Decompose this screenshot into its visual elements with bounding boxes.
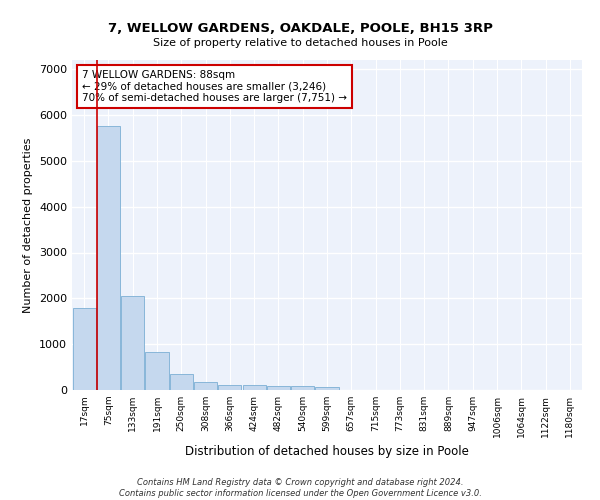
Bar [97, 126, 120, 390]
Bar [73, 308, 95, 390]
Bar [170, 374, 193, 390]
Bar [121, 296, 144, 390]
Bar [242, 386, 266, 390]
Bar [194, 382, 217, 390]
Text: 7 WELLOW GARDENS: 88sqm
← 29% of detached houses are smaller (3,246)
70% of semi: 7 WELLOW GARDENS: 88sqm ← 29% of detache… [82, 70, 347, 103]
Text: Contains HM Land Registry data © Crown copyright and database right 2024.
Contai: Contains HM Land Registry data © Crown c… [119, 478, 481, 498]
Bar [218, 384, 241, 390]
Bar [291, 386, 314, 390]
Bar [267, 386, 290, 390]
Text: 7, WELLOW GARDENS, OAKDALE, POOLE, BH15 3RP: 7, WELLOW GARDENS, OAKDALE, POOLE, BH15 … [107, 22, 493, 36]
Bar [316, 386, 338, 390]
Text: Size of property relative to detached houses in Poole: Size of property relative to detached ho… [152, 38, 448, 48]
X-axis label: Distribution of detached houses by size in Poole: Distribution of detached houses by size … [185, 446, 469, 458]
Bar [145, 352, 169, 390]
Y-axis label: Number of detached properties: Number of detached properties [23, 138, 34, 312]
